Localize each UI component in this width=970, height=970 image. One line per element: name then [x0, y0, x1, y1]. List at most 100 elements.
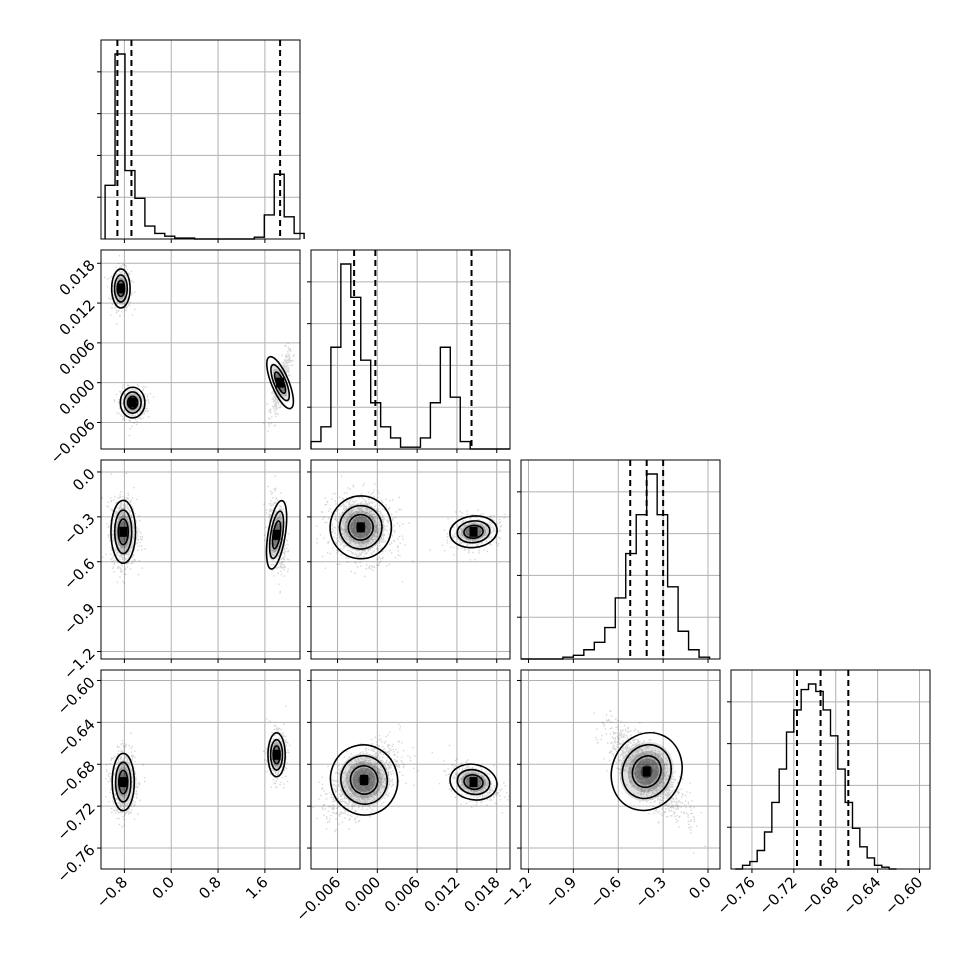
panel-frame — [97, 249, 301, 453]
y-tick-label: 0.012 — [56, 296, 99, 339]
contour-line — [110, 268, 131, 309]
x-tick-label: 1.6 — [242, 873, 272, 903]
density-peak — [642, 766, 651, 777]
contour-line — [126, 395, 139, 410]
density-peak — [469, 777, 478, 788]
histogram-step — [104, 53, 305, 240]
contour-line — [117, 769, 129, 795]
contour-line — [456, 768, 491, 796]
y-tick-label: −0.006 — [47, 415, 99, 467]
y-tick-label: −0.72 — [53, 799, 98, 844]
density-peak — [119, 777, 128, 788]
y-tick-label: −0.64 — [53, 715, 98, 760]
panel-frame — [727, 669, 931, 873]
density-peak — [119, 526, 128, 537]
panel-border — [520, 669, 721, 870]
contour-line — [456, 520, 491, 544]
x-tick-label: −0.6 — [587, 873, 625, 911]
x-tick-label: −0.3 — [631, 873, 669, 911]
contour-line — [631, 755, 662, 789]
contour-line — [349, 764, 379, 795]
scatter-points — [105, 705, 291, 828]
contour-line — [340, 754, 389, 805]
scatter-points — [312, 723, 510, 833]
contour-line — [621, 743, 672, 800]
x-tick-label: −0.76 — [714, 873, 759, 918]
panel-grid — [101, 250, 300, 449]
density-peak — [356, 522, 365, 533]
contour-line — [610, 731, 683, 812]
panel-border — [730, 669, 931, 870]
panel-grid — [731, 670, 930, 869]
contour-line — [329, 495, 393, 560]
contour-line — [271, 520, 282, 550]
histogram-step — [521, 473, 711, 660]
y-tick-label: 0.000 — [56, 376, 99, 419]
density-peak — [276, 377, 285, 388]
contour-line — [111, 752, 136, 812]
x-tick-label: −0.8 — [93, 873, 131, 911]
density-peak — [272, 749, 281, 760]
contour-line — [347, 513, 374, 541]
scatter-points — [315, 475, 506, 583]
x-tick-label: 0.018 — [460, 873, 503, 916]
x-tick-label: −0.72 — [755, 873, 800, 918]
x-tick-label: 0.8 — [195, 873, 225, 903]
density-peak — [272, 529, 281, 540]
contour-line — [269, 738, 284, 771]
contour-line — [272, 745, 281, 765]
y-tick-label: 0.006 — [56, 336, 99, 379]
x-tick-label: −1.2 — [497, 873, 535, 911]
density-peak — [116, 283, 125, 294]
panel-grid — [101, 40, 300, 239]
contour-line — [449, 763, 498, 801]
contour-line — [273, 371, 287, 394]
y-tick-label: −0.3 — [60, 510, 98, 548]
panel-frame — [307, 459, 511, 663]
contour-line — [268, 510, 285, 560]
x-tick-label: 0.000 — [341, 873, 384, 916]
x-tick-label: −0.006 — [292, 873, 344, 925]
panel-grid — [101, 670, 300, 869]
panel-frame — [307, 249, 511, 453]
panel-frame — [517, 459, 721, 663]
panel-frame — [97, 459, 301, 663]
x-tick-label: −0.60 — [881, 873, 926, 918]
panel-border — [100, 249, 301, 450]
y-tick-label: 0.018 — [56, 256, 99, 299]
contour-line — [123, 391, 142, 414]
y-tick-label: 0.0 — [69, 465, 99, 495]
contour-line — [116, 279, 126, 298]
histogram-step — [735, 683, 897, 870]
scatter-cloud — [593, 710, 706, 854]
panel-grid — [311, 460, 510, 659]
x-tick-label: −0.68 — [797, 873, 842, 918]
panel-frame — [307, 669, 511, 873]
x-tick-label: −0.64 — [839, 873, 884, 918]
contour-line — [266, 355, 295, 410]
y-tick-label: −0.68 — [53, 757, 98, 802]
panel-border — [310, 249, 511, 450]
panel-border — [100, 39, 301, 240]
contour-line — [265, 499, 288, 570]
contour-line — [267, 732, 286, 778]
contour-line — [270, 363, 291, 402]
contour-line — [110, 499, 137, 565]
contour-line — [117, 518, 130, 546]
x-tick-label: 0.0 — [685, 873, 715, 903]
histogram-step — [310, 263, 510, 450]
x-tick-label: 0.0 — [148, 873, 178, 903]
contour-line — [463, 524, 484, 540]
panel-grid — [521, 460, 720, 659]
y-tick-label: −0.76 — [53, 841, 98, 886]
scatter-points — [101, 472, 290, 594]
panel-border — [100, 459, 301, 660]
panel-frame — [97, 669, 301, 873]
panel-border — [520, 459, 721, 660]
scatter-points — [593, 710, 706, 854]
y-tick-label: −0.60 — [53, 673, 98, 718]
y-tick-label: −0.9 — [60, 600, 98, 638]
panel-grid — [521, 670, 720, 869]
contour-line — [338, 504, 383, 550]
